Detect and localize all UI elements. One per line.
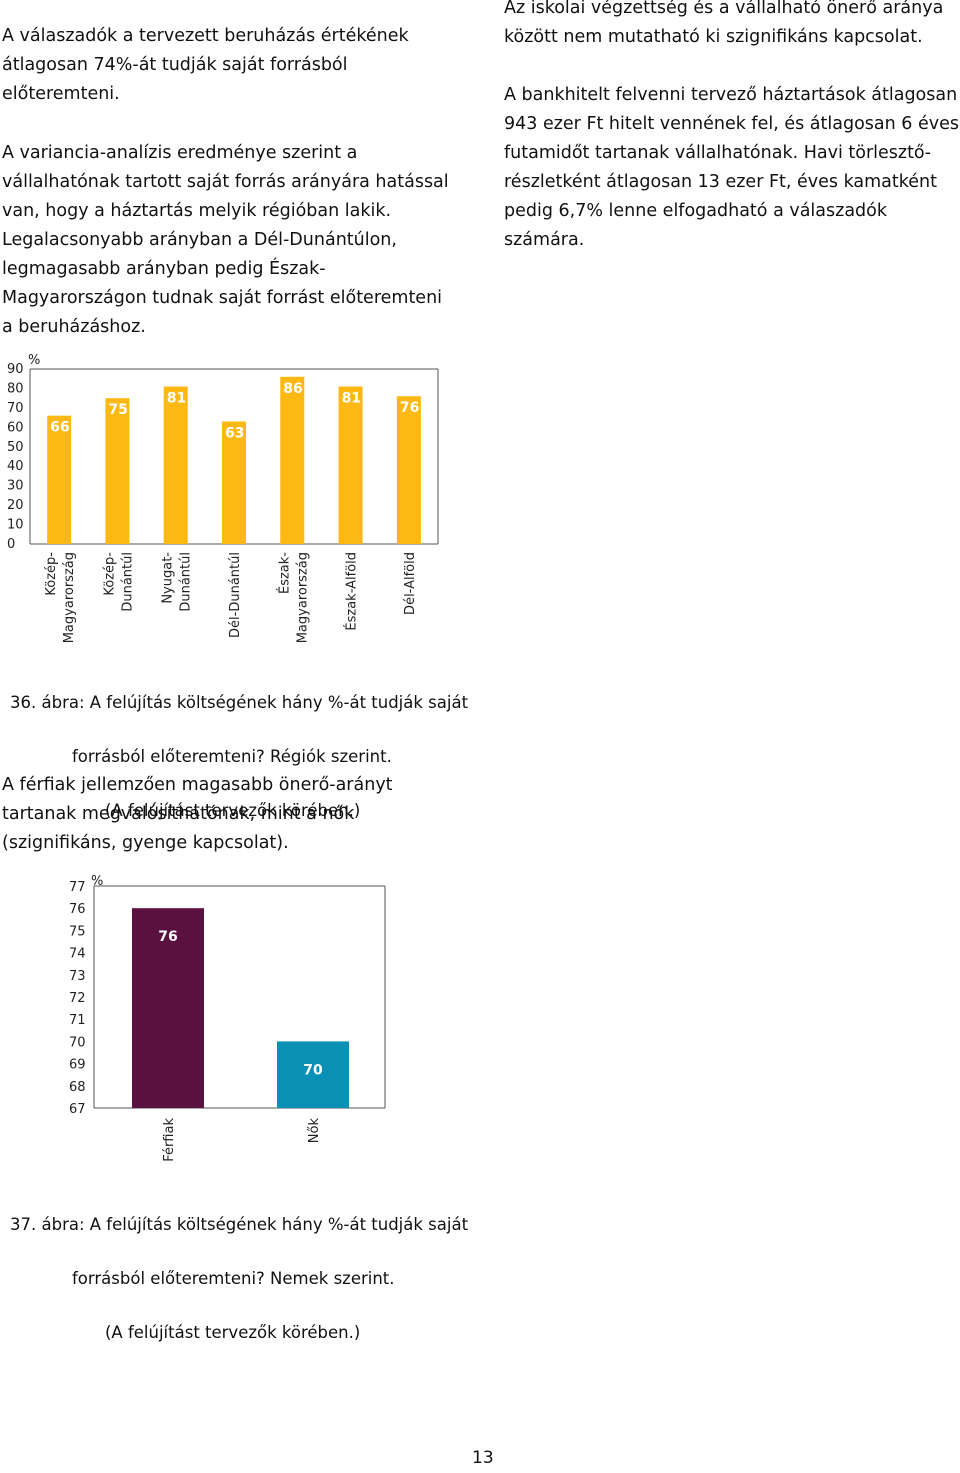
figure-36-caption-line2: forrásból előteremteni? Régiók szerint. (72, 747, 392, 766)
chart-36-category-label: Nyugat- Dunántúl (161, 552, 194, 612)
figure-36-caption-line3: (A felújítást tervezők körében.) (105, 801, 361, 820)
chart-36-bar (47, 415, 72, 544)
chart-36-data-label: 86 (283, 381, 302, 397)
figure-37-caption-line1: 37. ábra: A felújítás költségének hány %… (10, 1215, 469, 1234)
chart-36-data-label: 75 (108, 402, 127, 418)
chart-36-data-label: 63 (225, 426, 244, 442)
chart-36-y-tick: 0 (7, 537, 15, 552)
chart-36-data-label: 66 (50, 420, 69, 436)
chart-36-y-tick: 60 (7, 420, 24, 435)
chart-36-bar (280, 376, 305, 544)
chart-36-category-label: Közép- Magyarország (44, 552, 77, 644)
figure-36-caption-line1: 36. ábra: A felújítás költségének hány %… (10, 693, 469, 712)
chart-37-bar (132, 908, 204, 1108)
chart-36-data-label: 76 (400, 400, 419, 416)
chart-36-y-tick: 90 (7, 362, 24, 377)
chart-36-bar (105, 398, 130, 544)
chart-37-y-unit: % (91, 874, 103, 889)
chart-37-y-tick: 73 (69, 969, 86, 984)
figure-37-caption-line3: (A felújítást tervezők körében.) (105, 1323, 361, 1342)
chart-37-y-tick: 72 (69, 991, 86, 1006)
chart-36-y-tick: 20 (7, 498, 24, 513)
chart-36-bar (396, 396, 421, 544)
figure-36-caption: 36. ábra: A felújítás költségének hány %… (10, 662, 480, 851)
figure-37-caption: 37. ábra: A felújítás költségének hány %… (10, 1184, 480, 1373)
paragraph-education-relationship: Az iskolai végzettség és a vállalható ön… (504, 0, 944, 47)
chart-gender: % 67 68 69 70 71 72 73 74 75 76 77 76 Férfiak 70 Nők (69, 874, 386, 1162)
chart-36-category-label: Észak-Alföld (344, 552, 360, 631)
chart-36-y-tick: 10 (7, 518, 24, 533)
chart-37-y-tick: 69 (69, 1058, 86, 1073)
chart-37-category-label: Nők (307, 1118, 322, 1144)
paragraph-gender: A férfiak jellemzően magasabb önerő-arán… (2, 775, 393, 853)
chart-37-y-tick: 76 (69, 902, 86, 917)
chart-36-y-tick: 70 (7, 401, 24, 416)
chart-37-y-tick: 67 (69, 1102, 86, 1117)
paragraph-variance-analysis: A variancia-analízis eredménye szerint a… (2, 143, 449, 337)
chart-36-y-tick: 80 (7, 381, 24, 396)
chart-regions: % 0 10 20 30 40 50 60 70 80 90 66 Közép- Magyarország… (7, 353, 439, 644)
chart-36-y-unit: % (28, 353, 40, 368)
chart-36-category-label: Észak- Magyarország (276, 552, 310, 644)
page-number: 13 (472, 1448, 494, 1468)
chart-36-data-label: 81 (342, 391, 361, 407)
chart-36-bar (338, 386, 363, 544)
paragraph-investment-average: A válaszadók a tervezett beruházás érték… (2, 26, 409, 104)
chart-37-y-tick: 71 (69, 1013, 86, 1028)
chart-36-y-tick: 30 (7, 479, 24, 494)
paragraph-bank-loan: A bankhitelt felvenni tervező háztartáso… (504, 85, 959, 250)
chart-37-y-tick: 75 (69, 924, 86, 939)
chart-37-y-tick: 74 (69, 947, 86, 962)
chart-36-y-tick: 40 (7, 459, 24, 474)
chart-37-data-label: 70 (303, 1062, 323, 1078)
chart-37-y-tick: 68 (69, 1080, 86, 1095)
chart-36-data-label: 81 (167, 391, 186, 407)
chart-37-category-label: Férfiak (162, 1118, 177, 1162)
chart-37-data-label: 76 (158, 929, 177, 945)
chart-36-bar (163, 386, 188, 544)
figure-37-caption-line2: forrásból előteremteni? Nemek szerint. (72, 1269, 395, 1288)
chart-36-category-label: Dél-Dunántúl (228, 552, 243, 638)
chart-37-bar (277, 1041, 349, 1108)
chart-37-y-tick: 70 (69, 1035, 86, 1050)
chart-36-bar (222, 421, 246, 544)
chart-36-category-label: Közép- Dunántúl (102, 552, 135, 612)
chart-36-category-label: Dél-Alföld (403, 552, 418, 615)
chart-37-y-tick: 77 (69, 880, 86, 895)
chart-36-y-tick: 50 (7, 440, 24, 455)
